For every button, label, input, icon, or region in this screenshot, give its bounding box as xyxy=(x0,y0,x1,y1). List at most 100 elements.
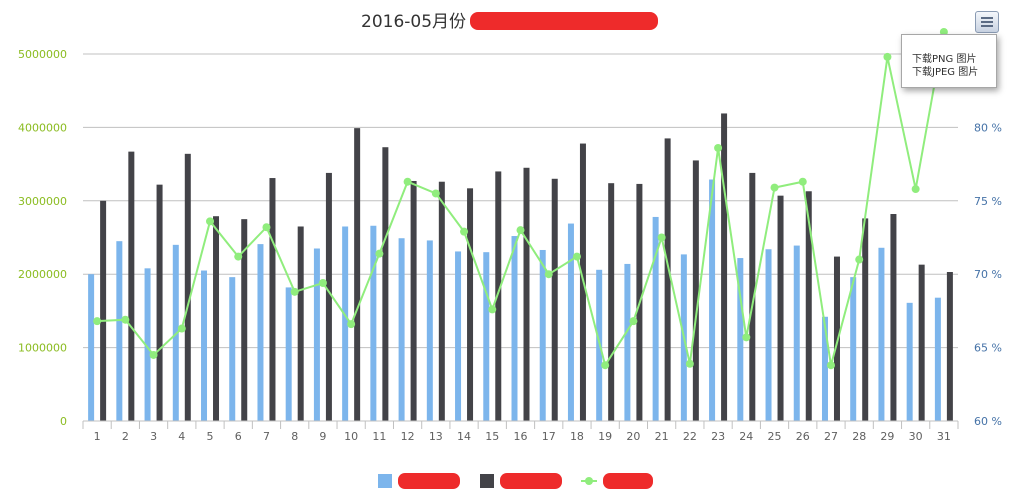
download-jpeg-item[interactable]: 下载JPEG 图片 xyxy=(912,67,979,78)
line-point[interactable] xyxy=(290,287,299,296)
line-point[interactable] xyxy=(262,223,271,232)
line-point[interactable] xyxy=(318,279,327,288)
line-point[interactable] xyxy=(770,183,779,192)
bar-series2[interactable] xyxy=(551,178,558,421)
bar-series1[interactable] xyxy=(426,240,433,421)
bar-series2[interactable] xyxy=(946,271,953,421)
bar-series2[interactable] xyxy=(128,151,135,421)
bar-series1[interactable] xyxy=(850,277,857,421)
line-point[interactable] xyxy=(403,177,412,186)
bar-series1[interactable] xyxy=(229,277,236,421)
legend-item-series2[interactable] xyxy=(480,473,562,489)
download-png-item[interactable]: 下载PNG 图片 xyxy=(912,54,977,65)
bar-series1[interactable] xyxy=(709,179,716,421)
bar-series1[interactable] xyxy=(370,225,377,421)
export-menu: 下载PNG 图片 下载JPEG 图片 xyxy=(901,34,997,88)
line-point[interactable] xyxy=(431,189,440,198)
bar-series1[interactable] xyxy=(906,302,913,421)
bar-series1[interactable] xyxy=(765,249,772,421)
line-point[interactable] xyxy=(883,52,892,61)
legend-item-series3[interactable] xyxy=(581,473,653,489)
bar-series2[interactable] xyxy=(297,226,304,421)
line-point[interactable] xyxy=(177,324,186,333)
bar-series2[interactable] xyxy=(495,171,502,421)
line-point[interactable] xyxy=(911,185,920,194)
line-point[interactable] xyxy=(234,252,243,261)
line-point[interactable] xyxy=(121,315,130,324)
bar-series1[interactable] xyxy=(821,316,828,421)
bar-series2[interactable] xyxy=(692,160,699,421)
bar-series2[interactable] xyxy=(833,256,840,421)
line-point[interactable] xyxy=(657,233,666,242)
bar-series1[interactable] xyxy=(511,236,518,421)
bar-series2[interactable] xyxy=(100,200,107,421)
bar-series2[interactable] xyxy=(382,147,389,421)
line-point[interactable] xyxy=(855,255,864,264)
line-point[interactable] xyxy=(826,361,835,370)
bar-series2[interactable] xyxy=(918,264,925,421)
line-point[interactable] xyxy=(601,361,610,370)
bar-series2[interactable] xyxy=(608,183,615,421)
bar-series2[interactable] xyxy=(749,172,756,421)
bar-series1[interactable] xyxy=(793,245,800,421)
bar-series2[interactable] xyxy=(213,216,220,421)
bar-series2[interactable] xyxy=(354,128,361,421)
bar-series1[interactable] xyxy=(567,223,574,421)
bar-series1[interactable] xyxy=(201,270,208,421)
bar-series1[interactable] xyxy=(342,226,349,421)
legend-item-series1[interactable] xyxy=(378,473,460,489)
bar-series2[interactable] xyxy=(862,218,869,421)
bar-series1[interactable] xyxy=(313,248,320,421)
bar-series1[interactable] xyxy=(116,241,123,421)
line-point[interactable] xyxy=(544,270,553,279)
bar-series2[interactable] xyxy=(241,219,248,421)
line-point[interactable] xyxy=(206,217,215,226)
chart-menu-button[interactable] xyxy=(975,11,999,33)
line-point[interactable] xyxy=(742,333,751,342)
bar-series2[interactable] xyxy=(721,113,728,421)
bar-series1[interactable] xyxy=(398,238,405,421)
bar-series1[interactable] xyxy=(483,252,490,421)
bar-series2[interactable] xyxy=(325,172,332,421)
bar-series2[interactable] xyxy=(438,181,445,421)
bar-series2[interactable] xyxy=(523,167,530,421)
line-point[interactable] xyxy=(572,252,581,261)
bar-series2[interactable] xyxy=(156,184,163,421)
legend-label-redaction xyxy=(603,473,653,489)
line-point[interactable] xyxy=(939,27,948,36)
left-axis-tick-label: 2000000 xyxy=(18,268,67,281)
bar-series2[interactable] xyxy=(890,214,897,421)
bar-series1[interactable] xyxy=(737,258,744,421)
bar-series1[interactable] xyxy=(455,251,462,421)
line-point[interactable] xyxy=(347,320,356,329)
bar-series2[interactable] xyxy=(805,191,812,421)
x-axis-tick-label: 11 xyxy=(372,430,386,443)
bar-series1[interactable] xyxy=(257,244,264,421)
bar-series2[interactable] xyxy=(777,195,784,421)
line-point[interactable] xyxy=(460,227,469,236)
line-point[interactable] xyxy=(516,226,525,235)
bar-series2[interactable] xyxy=(184,153,191,421)
bar-series2[interactable] xyxy=(410,180,417,421)
left-axis-tick-label: 1000000 xyxy=(18,342,67,355)
line-point[interactable] xyxy=(488,305,497,314)
line-point[interactable] xyxy=(685,359,694,368)
bar-series1[interactable] xyxy=(652,216,659,421)
line-point[interactable] xyxy=(375,249,384,258)
bar-series1[interactable] xyxy=(624,263,631,421)
bar-series1[interactable] xyxy=(539,249,546,421)
bar-series2[interactable] xyxy=(269,178,276,421)
bar-series2[interactable] xyxy=(664,138,671,421)
line-point[interactable] xyxy=(798,177,807,186)
bar-series1[interactable] xyxy=(934,297,941,421)
bar-series1[interactable] xyxy=(285,287,292,421)
bar-series1[interactable] xyxy=(88,274,95,421)
bar-series2[interactable] xyxy=(467,188,474,421)
line-point[interactable] xyxy=(714,143,723,152)
line-point[interactable] xyxy=(149,350,158,359)
bar-series1[interactable] xyxy=(878,247,885,421)
line-point[interactable] xyxy=(629,317,638,326)
bar-series1[interactable] xyxy=(144,268,151,421)
line-point[interactable] xyxy=(93,317,102,326)
